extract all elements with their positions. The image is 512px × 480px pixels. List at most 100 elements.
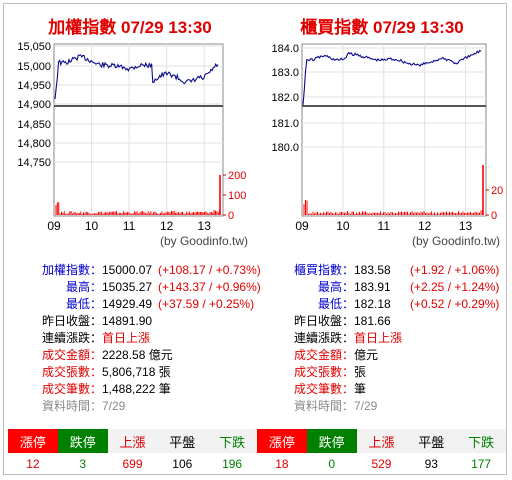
taiex-stats: 加權指數： 15000.07 (+108.17 / +0.73%) 最高： 15035.… [4,262,261,415]
otc-price-line [302,49,482,106]
otc-stat-row: 成交金額： 億元 [256,347,508,364]
otc-stat-label: 成交筆數： [293,382,354,396]
otc-stat-label: 最低： [317,297,354,311]
otc-plot-frame [301,43,487,217]
right-limit-up-header: 漲停 [256,429,307,453]
otc-stat-label: 成交張數： [293,365,354,379]
taiex-y-tick-label: 15,000 [17,61,51,73]
taiex-vol-tick-label: 200 [228,170,246,182]
otc-stat-label: 資料時間： [293,399,354,413]
otc-title-name: 櫃買指數 [300,18,369,37]
otc-vol-tick-label: 0 [491,210,497,222]
otc-stat-value: 億元 [354,348,379,362]
otc-stat-row: 連續漲跌： 首日上漲 [256,330,508,347]
taiex-intraday-chart: 15,050 15,000 14,950 14,900 14,850 14,800 14,7… [17,41,246,233]
left-limit-up-header: 漲停 [8,429,58,453]
taiex-y-tick-label: 15,050 [17,41,51,53]
taiex-stat-label: 加權指數： [41,263,102,277]
taiex-stat-value: 2228.58 億元 [102,348,173,362]
otc-panel: 櫃買指數 07/29 13:30 184.0 183.0 182.0 181.0 180… [256,4,508,424]
otc-intraday-chart: 184.0 183.0 182.0 181.0 180.0 09 10 11 12 13 20 0 [271,43,503,233]
otc-stat-row: 最低： 182.18 (+0.52 / +0.29%) [256,296,508,313]
taiex-vol-tick-label: 100 [228,190,246,202]
market-overview: 加權指數 07/29 13:30 15,050 15,000 14,950 14,90… [3,3,507,475]
taiex-title-name: 加權指數 [48,18,117,37]
taiex-stat-label: 成交張數： [41,365,102,379]
taiex-y-tick-label: 14,750 [17,157,51,169]
taiex-stat-row: 成交金額： 2228.58 億元 [4,347,256,364]
otc-stat-value: 7/29 [354,399,378,413]
otc-stat-row: 最高： 183.91 (+2.25 / +1.24%) [256,279,508,296]
otc-title-time: 07/29 13:30 [372,18,464,37]
taiex-y-tick-label: 14,950 [17,80,51,92]
otc-y-tick-label: 182.0 [271,92,299,104]
otc-stat-label: 成交金額： [293,348,354,362]
left-up-count: 699 [122,457,143,471]
taiex-title-time: 07/29 13:30 [120,18,212,37]
right-limit-down-count: 0 [328,457,336,471]
right-down-header: 下跌 [456,429,506,453]
taiex-y-tick-label: 14,800 [17,138,51,150]
otc-stat-change: (+0.52 / +0.29%) [410,297,500,311]
otc-stat-label: 櫃買指數： [293,263,354,277]
right-up-count: 529 [371,457,392,471]
taiex-stat-row: 加權指數： 15000.07 (+108.17 / +0.73%) [4,262,261,279]
right-flat-header: 平盤 [406,429,457,453]
taiex-stat-label: 昨日收盤： [41,314,102,328]
otc-y-tick-label: 181.0 [271,118,299,130]
otc-title: 櫃買指數 07/29 13:30 [256,18,508,38]
taiex-stat-row: 資料時間： 7/29 [4,398,256,415]
left-flat-count: 106 [172,457,193,471]
otc-stat-value: 182.18 [354,297,391,311]
right-flat-count: 93 [424,457,438,471]
taiex-stat-change: (+37.59 / +0.25%) [158,297,255,311]
right-up-header: 上漲 [356,429,407,453]
otc-stat-row: 成交張數：張 [256,364,508,381]
taiex-price-line [54,54,219,100]
left-up-header: 上漲 [107,429,158,453]
otc-source: (by Goodinfo.tw) [411,234,500,248]
taiex-source: (by Goodinfo.tw) [159,234,248,248]
taiex-stat-row: 最高： 15035.27 (+143.37 / +0.96%) [4,279,261,296]
otc-stat-label: 連續漲跌： [293,331,354,345]
left-down-header: 下跌 [207,429,257,453]
taiex-stat-value: 14929.49 [102,297,153,311]
taiex-title: 加權指數 07/29 13:30 [4,18,256,38]
otc-stat-change: (+2.25 / +1.24%) [410,280,500,294]
otc-x-tick-label: 12 [418,219,432,233]
otc-stat-label: 最高： [317,280,354,294]
otc-stat-value: 首日上漲 [354,331,403,345]
right-limit-up-count: 18 [275,457,289,471]
otc-vol-tick-label: 20 [491,185,503,197]
taiex-stat-value: 14891.90 [102,314,153,328]
left-flat-header: 平盤 [157,429,208,453]
taiex-stat-label: 成交筆數： [41,382,102,396]
otc-stat-value: 183.58 [354,263,391,277]
otc-x-tick-label: 13 [459,219,473,233]
taiex-stat-change: (+143.37 / +0.96%) [158,280,261,294]
left-limit-down-count: 3 [79,457,87,471]
taiex-stat-value: 1,488,222 筆 [102,382,171,396]
taiex-stat-value: 7/29 [102,399,126,413]
taiex-x-tick-label: 10 [85,219,99,233]
right-down-count: 177 [471,457,492,471]
otc-stat-value: 筆 [354,382,367,396]
taiex-x-tick-label: 11 [123,219,136,233]
otc-stats: 櫃買指數： 183.58 (+1.92 / +1.06%) 最高： 183.91 (+2.… [256,262,508,415]
otc-y-tick-label: 184.0 [271,43,299,55]
otc-stat-value: 張 [354,365,367,379]
taiex-y-tick-label: 14,900 [17,99,51,111]
taiex-stat-row: 成交筆數： 1,488,222 筆 [4,381,256,398]
otc-y-tick-label: 180.0 [271,142,299,154]
taiex-plot-frame [53,43,224,217]
otc-x-tick-label: 10 [336,219,350,233]
otc-stat-row: 成交筆數：筆 [256,381,508,398]
otc-stat-row: 櫃買指數： 183.58 (+1.92 / +1.06%) [256,262,508,279]
taiex-stat-row: 成交張數： 5,806,718 張 [4,364,256,381]
left-limit-up-count: 12 [26,457,40,471]
taiex-stat-change: (+108.17 / +0.73%) [158,263,261,277]
otc-stat-change: (+1.92 / +1.06%) [410,263,500,277]
taiex-x-tick-label: 09 [47,219,61,233]
otc-x-tick-label: 11 [378,219,391,233]
advance-decline-summary: 漲停 跌停 上漲 平盤 下跌 漲停 跌停 上漲 平盤 下跌 12 3 699 1… [8,429,506,475]
